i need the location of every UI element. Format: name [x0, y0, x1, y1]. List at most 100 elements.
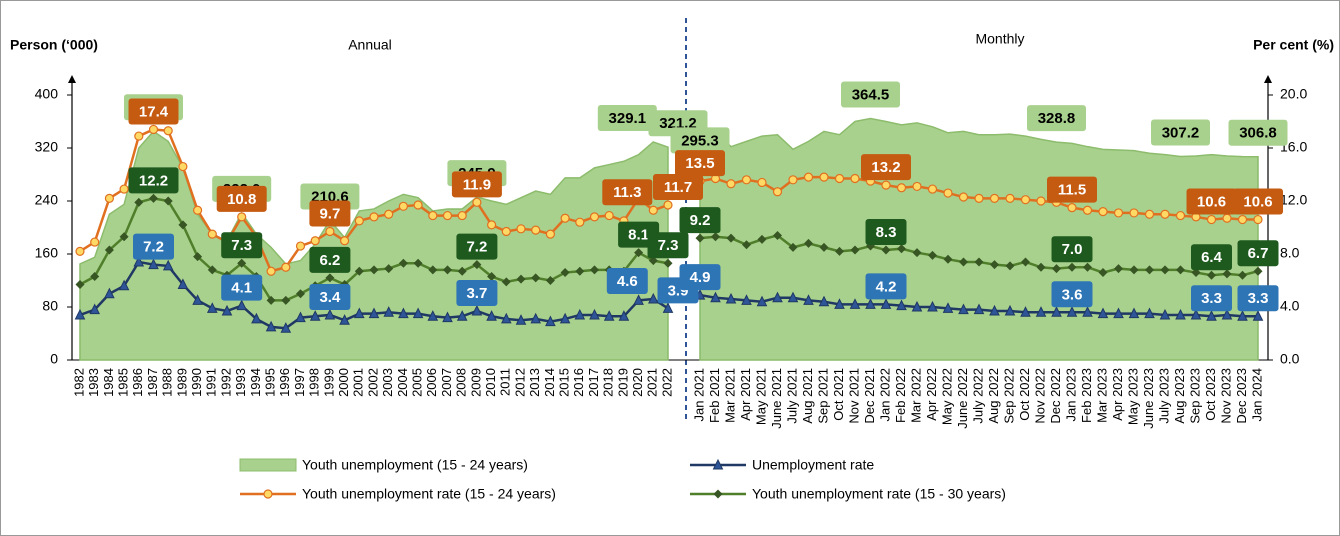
marker	[1098, 207, 1108, 217]
marker	[545, 229, 556, 239]
marker	[281, 262, 291, 272]
marker	[1098, 268, 1108, 278]
marker	[974, 193, 984, 203]
x-tick-label: Mar 2023	[1094, 368, 1109, 423]
marker	[973, 303, 985, 315]
x-tick-label: 1998	[307, 368, 322, 397]
marker	[398, 201, 408, 211]
value-label-box	[1051, 236, 1093, 263]
marker	[516, 224, 526, 234]
marker	[575, 266, 585, 276]
x-tick-label: 2022	[659, 368, 674, 397]
marker	[162, 259, 174, 271]
value-label-box	[602, 179, 653, 206]
marker	[353, 307, 365, 319]
value-label-box	[456, 279, 498, 306]
marker	[849, 298, 861, 309]
marker	[896, 299, 907, 311]
x-tick-label: 1984	[101, 368, 116, 397]
marker	[134, 197, 144, 207]
y2-tick-label: 12.0	[1280, 192, 1307, 208]
x-tick-label: Mar 2021	[722, 368, 737, 423]
marker	[413, 258, 423, 268]
marker	[1051, 306, 1062, 317]
marker	[472, 197, 482, 207]
marker	[989, 193, 1000, 203]
value-label-box	[221, 274, 263, 301]
marker	[163, 126, 173, 136]
marker	[531, 273, 541, 283]
x-tick-label: 1986	[130, 368, 145, 397]
marker	[850, 245, 860, 255]
marker	[788, 175, 798, 185]
marker	[443, 265, 452, 275]
marker	[237, 258, 247, 268]
marker	[412, 307, 424, 319]
y-tick-label: 0	[50, 351, 58, 367]
marker	[1144, 209, 1155, 219]
marker	[369, 212, 379, 222]
value-label-box	[1191, 285, 1232, 312]
value-label: 328.8	[1038, 110, 1076, 127]
x-tick-label: 2006	[424, 368, 439, 397]
marker	[819, 242, 829, 252]
series-layer	[74, 117, 1264, 361]
x-tick-label: Apr 2021	[738, 368, 753, 421]
value-label: 4.2	[876, 278, 897, 295]
x-tick-label: Sep 2022	[1001, 368, 1016, 424]
marker	[516, 274, 526, 284]
marker	[958, 303, 969, 315]
marker	[662, 302, 674, 313]
value-label-box	[679, 207, 721, 234]
marker	[928, 250, 937, 260]
value-label: 4.9	[690, 269, 711, 286]
x-tick-label: 2016	[571, 368, 586, 397]
marker	[819, 172, 829, 182]
value-label-box	[1186, 188, 1237, 215]
marker	[457, 266, 467, 276]
x-tick-label: 1994	[248, 368, 263, 397]
marker	[310, 236, 320, 246]
value-label-box	[128, 98, 179, 125]
x-tick-label: 2018	[601, 368, 616, 397]
marker	[633, 294, 644, 305]
x-tick-label: 1995	[263, 368, 278, 397]
x-tick-label: Jan 2021	[691, 368, 706, 422]
x-tick-label: 1999	[321, 368, 336, 397]
marker	[545, 315, 556, 327]
x-tick-label: May 2022	[939, 368, 954, 425]
marker	[1253, 214, 1263, 225]
value-label: 3.7	[466, 285, 487, 302]
marker	[772, 187, 783, 197]
marker	[1129, 265, 1139, 275]
value-label: 6.4	[1201, 249, 1223, 266]
marker	[1222, 213, 1232, 223]
panel-title: Monthly	[975, 31, 1024, 47]
marker	[634, 248, 644, 258]
marker	[89, 303, 101, 315]
value-label: 10.8	[227, 191, 256, 208]
value-label: 6.7	[1248, 245, 1269, 262]
marker	[1238, 270, 1247, 280]
marker	[1221, 308, 1233, 320]
x-tick-label: July 2022	[970, 368, 985, 424]
value-label: 11.9	[463, 176, 491, 193]
marker	[1145, 265, 1154, 275]
y-axis-label: Person (‘000)	[10, 37, 98, 53]
value-label: 4.1	[231, 280, 252, 297]
marker	[958, 192, 969, 202]
marker	[1252, 310, 1264, 321]
marker	[500, 312, 512, 324]
marker	[148, 258, 159, 270]
y2-tick-label: 20.0	[1280, 86, 1307, 102]
x-tick-label: Oct 2021	[831, 368, 846, 421]
marker	[281, 295, 291, 305]
marker	[788, 242, 798, 252]
x-tick-label: 2014	[542, 368, 557, 397]
marker	[1114, 264, 1123, 274]
marker	[803, 294, 814, 305]
marker	[133, 255, 145, 267]
x-tick-label: 1997	[292, 368, 307, 397]
value-label-box	[309, 246, 351, 273]
